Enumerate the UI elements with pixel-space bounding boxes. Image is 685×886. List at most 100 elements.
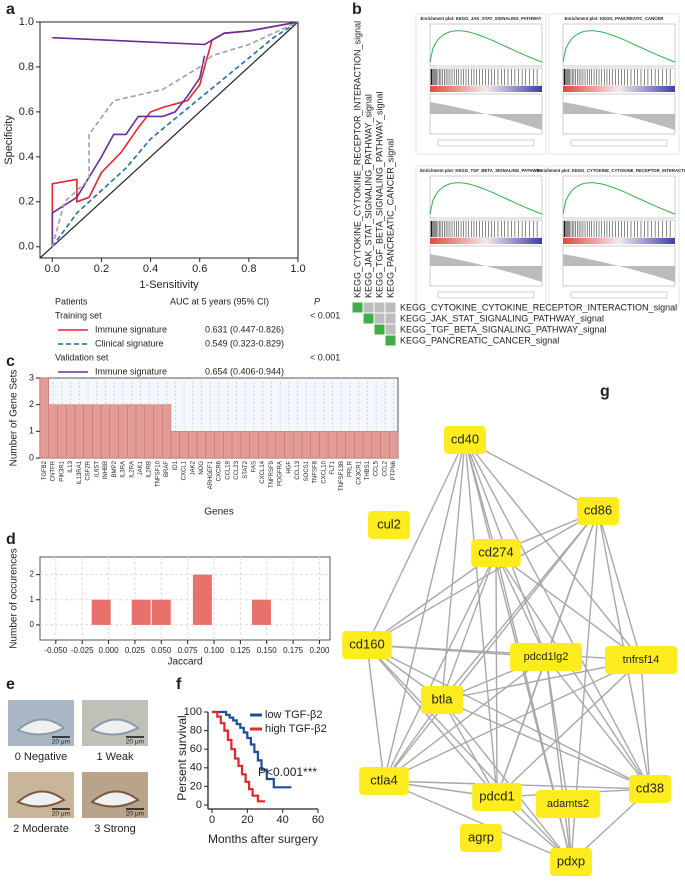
x-tick-label: STAT2	[243, 460, 249, 478]
group-label: Training set	[55, 310, 102, 320]
network-node	[460, 824, 502, 852]
matrix-cell	[373, 301, 386, 314]
bar	[231, 431, 242, 459]
node-label: cd160	[349, 636, 384, 651]
bar	[327, 431, 338, 459]
network-edge	[495, 552, 498, 798]
ihc-structure	[90, 790, 140, 808]
matrix-cell	[373, 323, 386, 336]
bar	[127, 404, 137, 459]
x-tick-label: 20	[241, 814, 253, 826]
network-edge	[441, 510, 599, 701]
bar	[74, 404, 84, 459]
network-edge	[495, 552, 547, 658]
node-label: tnfrsf14	[623, 654, 660, 666]
ihc-label: 2 Moderate	[13, 823, 69, 835]
network-edge	[464, 439, 642, 661]
x-tick-label: 0.6	[192, 263, 207, 275]
y-tick-label: 2	[29, 399, 34, 409]
panel-label: d	[6, 531, 16, 548]
bar	[266, 431, 277, 459]
network-edge	[366, 644, 572, 863]
legend-auc: 0.631 (0.447-0.826)	[205, 324, 284, 334]
y-tick-label: 3	[29, 372, 34, 382]
x-tick-label: ID1	[173, 460, 179, 470]
bar	[205, 431, 215, 459]
x-tick-label: 0.025	[125, 646, 146, 655]
x-tick-label: FLT1	[330, 460, 336, 474]
network-edge	[383, 656, 547, 782]
network-node	[629, 775, 671, 803]
node-label: cul2	[377, 516, 401, 531]
bar	[336, 431, 346, 459]
gsea-title: Enrichment plot: KEGG_TGF_BETA_SIGNALING…	[420, 168, 542, 173]
x-axis-label: Jaccard	[167, 657, 202, 668]
bar	[214, 431, 224, 459]
matrix-cell	[362, 301, 375, 314]
x-tick-label: PRLR	[348, 460, 354, 477]
network-node	[510, 643, 582, 671]
x-tick-label: PDGFRA	[278, 461, 284, 486]
y-tick-label: 0.8	[19, 61, 34, 73]
bar	[371, 431, 381, 459]
signal-label-rotated: KEGG_CYTOKINE_CYTOKINE_RECEPTOR_INTERACT…	[352, 21, 362, 298]
plot-frame	[39, 21, 299, 259]
gsea-legend	[570, 139, 668, 147]
hit-area	[562, 219, 676, 239]
bar	[249, 431, 259, 459]
y-tick-label: 0	[196, 799, 202, 811]
bar	[223, 431, 233, 459]
network-edge	[464, 439, 498, 798]
gsea-title: Enrichment plot: KEGG_CYTOKINE_CYTOKINE_…	[537, 168, 685, 173]
y-tick-label: 0.2	[19, 196, 34, 208]
x-tick-label: CXCR6	[217, 460, 223, 481]
bar	[345, 431, 355, 459]
bar	[91, 599, 111, 625]
node-label: ctla4	[370, 772, 397, 787]
table-header: P	[314, 296, 320, 306]
network-node	[472, 783, 522, 811]
bar	[153, 404, 163, 459]
x-tick-label: 0.2	[94, 263, 109, 275]
x-tick-label: IL13RA1	[77, 460, 83, 484]
bar	[362, 431, 373, 459]
ihc-structure	[90, 718, 140, 736]
x-tick-label: CX3CR1	[356, 460, 362, 484]
x-tick-label: CCL19	[225, 460, 231, 479]
y-tick-label: 2	[30, 570, 35, 579]
bar	[100, 404, 111, 459]
bar	[380, 431, 390, 459]
matrix-cell	[384, 334, 397, 347]
x-tick-label: CCL13	[295, 460, 301, 479]
signal-label: KEGG_JAK_STAT_SIGNALING_PATHWAY_signal	[400, 313, 604, 323]
panel-label: e	[6, 676, 15, 693]
x-tick-label: TNFRSF9	[269, 460, 275, 488]
network-edge	[545, 656, 651, 790]
bar	[39, 377, 49, 459]
network-edge	[495, 552, 642, 661]
bar	[389, 431, 399, 459]
rank-gradient	[563, 238, 675, 244]
x-tick-label: CNTFR	[51, 460, 57, 481]
bar	[301, 431, 311, 459]
bar	[240, 431, 250, 459]
matrix-cell	[384, 323, 397, 336]
network-edge	[366, 644, 642, 661]
x-tick-label: IL2RA	[129, 461, 135, 478]
x-tick-label: 0.000	[99, 646, 120, 655]
bar	[319, 431, 329, 459]
x-tick-label: BRAF	[164, 461, 170, 477]
bar	[310, 431, 320, 459]
network-node	[577, 497, 619, 525]
x-tick-label: 1.0	[290, 263, 305, 275]
network-edge	[383, 659, 642, 782]
group-p: < 0.001	[310, 352, 340, 362]
y-tick-label: 80	[190, 725, 202, 737]
gsea-title: Enrichment plot: KEGG_JAK_STAT_SIGNALING…	[420, 16, 541, 21]
legend-auc: 0.654 (0.406-0.944)	[205, 366, 284, 376]
network-edge	[383, 552, 497, 782]
x-tick-label: -0.050	[44, 646, 67, 655]
network-node	[535, 790, 601, 818]
bar	[188, 431, 198, 459]
network-edge	[383, 780, 572, 863]
